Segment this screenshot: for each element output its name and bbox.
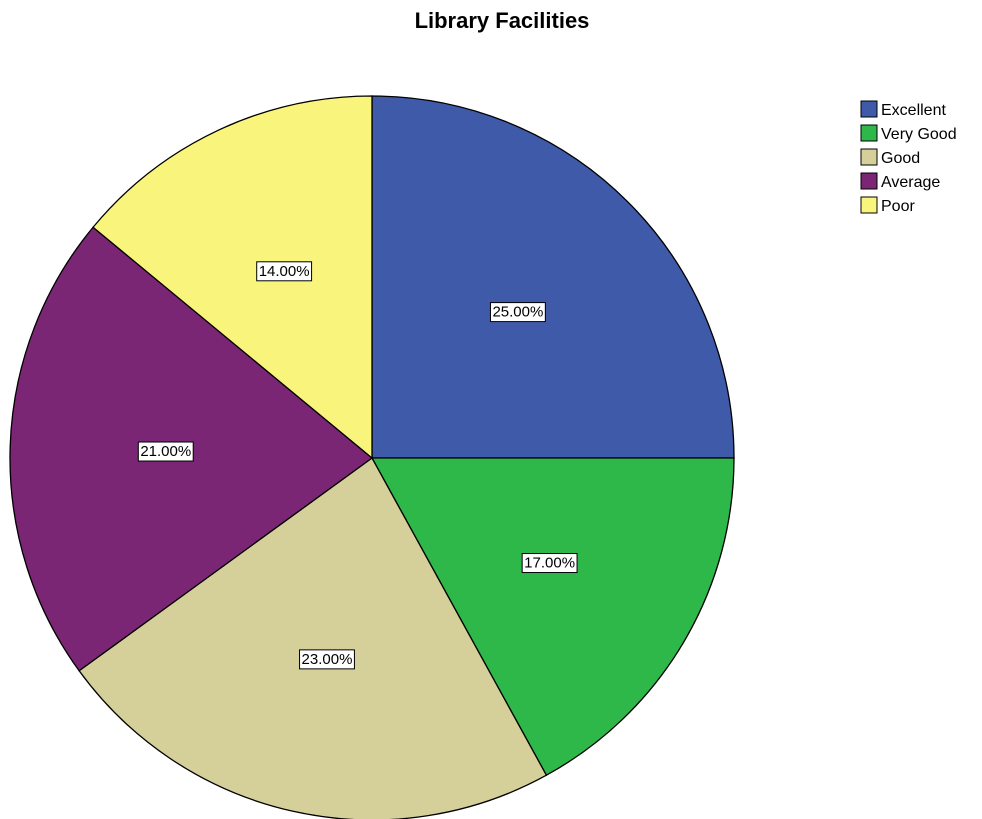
legend-item-average: Average <box>860 172 940 191</box>
pie-slices <box>9 95 735 819</box>
pie-slice-good <box>78 457 548 819</box>
legend-label: Excellent <box>881 102 946 119</box>
data-label-very-good: 17.00% <box>521 553 578 574</box>
chart-title: Library Facilities <box>414 8 590 33</box>
legend-swatch <box>860 124 878 142</box>
svg-text:17.00%: 17.00% <box>524 555 575 572</box>
legend-label: Good <box>881 150 920 167</box>
data-label-good: 23.00% <box>299 649 355 670</box>
svg-text:23.00%: 23.00% <box>302 651 353 668</box>
data-label-poor: 14.00% <box>256 261 313 282</box>
legend: Excellent Very Good Good Average Poor <box>860 100 957 215</box>
legend-item-very-good: Very Good <box>860 124 957 143</box>
legend-label: Average <box>881 174 940 191</box>
pie-slice-excellent <box>371 95 735 459</box>
svg-text:14.00%: 14.00% <box>259 263 310 280</box>
pie-data-labels: 25.00% 17.00% 23.00% 21.00% 14.00% <box>137 261 578 670</box>
legend-item-poor: Poor <box>860 196 915 215</box>
svg-text:21.00%: 21.00% <box>140 443 191 460</box>
data-label-average: 21.00% <box>137 441 194 462</box>
legend-swatch <box>860 196 878 214</box>
legend-label: Very Good <box>881 126 957 143</box>
pie-slice-poor <box>92 95 373 460</box>
legend-swatch <box>860 100 878 118</box>
legend-item-good: Good <box>860 148 920 167</box>
legend-swatch <box>860 172 878 190</box>
data-label-excellent: 25.00% <box>489 302 546 323</box>
legend-item-excellent: Excellent <box>860 100 946 119</box>
legend-swatch <box>860 148 878 166</box>
pie-slice-very-good <box>370 457 735 777</box>
legend-label: Poor <box>881 198 915 215</box>
svg-text:25.00%: 25.00% <box>492 304 543 321</box>
